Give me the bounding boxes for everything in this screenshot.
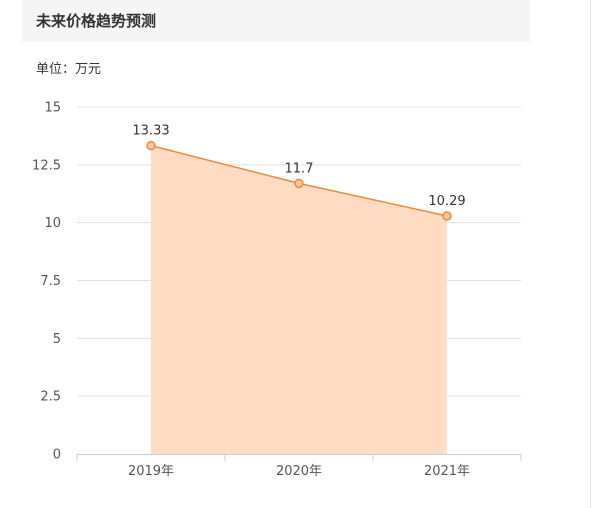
y-tick-label: 7.5: [40, 274, 61, 289]
area-fill: [151, 145, 447, 454]
y-tick-label: 10: [44, 216, 61, 231]
area-layer: [151, 145, 447, 454]
page-title: 未来价格趋势预测: [36, 12, 157, 30]
y-tick-label: 2.5: [40, 390, 61, 405]
data-point[interactable]: [294, 178, 304, 189]
y-axis: 0 2.5 5 7.5 10 12.5 15: [32, 101, 61, 463]
data-point[interactable]: [146, 140, 156, 151]
data-point[interactable]: [442, 211, 452, 221]
data-label: 11.7: [285, 161, 314, 176]
x-tick-label: 2021年: [424, 464, 470, 479]
data-label: 10.29: [428, 194, 465, 209]
right-divider: [590, 0, 591, 508]
unit-value: 万元: [75, 62, 102, 77]
y-tick-label: 15: [44, 101, 61, 116]
y-tick-label: 0: [53, 448, 61, 463]
series-layer: [146, 140, 452, 221]
unit-note: 单位：万元: [36, 58, 101, 77]
section-header: 未来价格趋势预测: [22, 0, 530, 42]
data-label: 13.33: [132, 124, 169, 139]
data-labels: 13.33 11.7 10.29: [132, 124, 465, 209]
x-tick-label: 2020年: [276, 464, 322, 479]
y-tick-label: 12.5: [32, 158, 61, 173]
x-tick-label: 2019年: [128, 464, 174, 479]
unit-label: 单位：: [36, 62, 76, 77]
x-axis: 2019年 2020年 2021年: [76, 454, 522, 479]
y-tick-label: 5: [53, 332, 61, 347]
